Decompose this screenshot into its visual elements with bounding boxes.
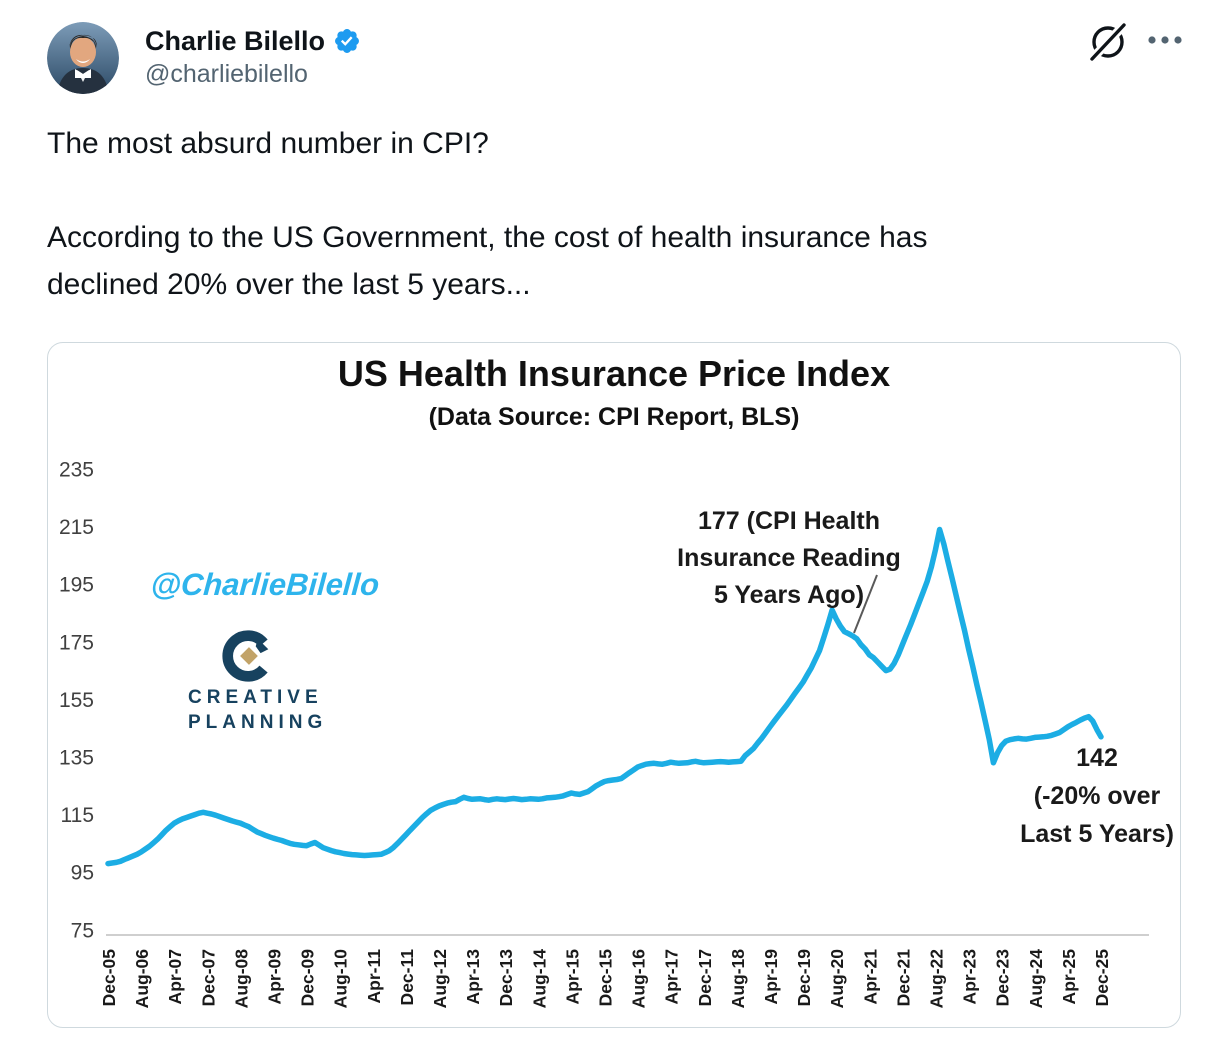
annotation-142-line-1: 142 xyxy=(1076,744,1118,772)
chart-title: US Health Insurance Price Index xyxy=(337,353,891,394)
annotation-177-line-3: 5 Years Ago) xyxy=(713,581,865,609)
x-tick-label: Aug-06 xyxy=(132,949,152,1009)
annotation-leader-line xyxy=(853,574,878,634)
avatar-image xyxy=(47,22,119,94)
watermark-charliebilello: @CharlieBilello xyxy=(149,567,381,602)
chart-subtitle: (Data Source: CPI Report, BLS) xyxy=(428,403,800,431)
creative-planning-mark-icon xyxy=(222,630,269,682)
tweet-text: The most absurd number in CPI? According… xyxy=(47,120,1157,308)
x-tick-label: Aug-08 xyxy=(231,949,251,1009)
x-axis-tick-labels: Dec-05 Aug-06 Apr-07 Dec-07 Aug-08 Apr-09 Dec-… xyxy=(99,949,1112,1009)
x-tick-label: Dec-25 xyxy=(1092,949,1112,1007)
x-tick-label: Aug-24 xyxy=(1026,949,1046,1009)
y-tick-label: 195 xyxy=(59,574,94,597)
annotation-177: 177 (CPI Health Insurance Reading 5 Year… xyxy=(649,503,929,614)
cpi-health-insurance-line xyxy=(105,526,1104,867)
x-tick-label: Dec-19 xyxy=(794,949,814,1007)
x-tick-label: Dec-11 xyxy=(397,949,417,1006)
handle[interactable]: @charliebilello xyxy=(145,60,308,88)
annotation-142-line-2: (-20% over xyxy=(1033,782,1161,810)
x-tick-label: Apr-17 xyxy=(662,949,682,1004)
tweet-line-1: The most absurd number in CPI? xyxy=(47,127,489,160)
x-tick-label: Aug-20 xyxy=(827,949,847,1009)
x-tick-label: Apr-25 xyxy=(1059,949,1079,1005)
y-tick-label: 115 xyxy=(61,804,94,827)
x-tick-label: Dec-15 xyxy=(596,949,616,1007)
y-axis-tick-labels: 235 215 195 175 155 135 115 95 75 xyxy=(59,459,94,943)
x-tick-label: Apr-15 xyxy=(562,949,582,1005)
y-tick-label: 95 xyxy=(71,862,94,885)
tweet-line-3: declined 20% over the last 5 years... xyxy=(47,268,531,301)
x-tick-label: Dec-21 xyxy=(893,949,913,1007)
avatar[interactable] xyxy=(47,22,119,94)
annotation-177-line-1: 177 (CPI Health xyxy=(697,507,880,535)
x-tick-label: Dec-23 xyxy=(993,949,1013,1007)
x-tick-label: Dec-09 xyxy=(298,949,318,1007)
creative-planning-text-2: PLANNING xyxy=(188,712,328,733)
x-tick-label: Aug-12 xyxy=(430,949,450,1009)
x-tick-label: Apr-23 xyxy=(960,949,980,1005)
x-tick-label: Dec-07 xyxy=(198,949,218,1006)
x-tick-label: Dec-17 xyxy=(695,949,715,1006)
y-tick-label: 175 xyxy=(59,631,94,654)
annotation-142: 142 (-20% over Last 5 Years) xyxy=(987,739,1180,853)
x-tick-label: Aug-14 xyxy=(529,949,549,1009)
x-tick-label: Aug-18 xyxy=(728,949,748,1009)
x-tick-label: Apr-09 xyxy=(265,949,285,1005)
tweet-line-2: According to the US Government, the cost… xyxy=(47,221,928,254)
display-name[interactable]: Charlie Bilello xyxy=(145,25,326,56)
y-tick-label: 235 xyxy=(59,459,94,482)
creative-planning-logo: CREATIVE PLANNING xyxy=(188,627,328,735)
line-chart: 235 215 195 175 155 135 115 95 75 Dec-05 Aug-06 Ap… xyxy=(59,459,1149,1009)
annotation-142-line-3: Last 5 Years) xyxy=(1020,820,1174,848)
x-tick-label: Apr-13 xyxy=(463,949,483,1005)
x-tick-label: Apr-07 xyxy=(165,949,185,1004)
x-tick-label: Apr-11 xyxy=(364,949,384,1004)
annotation-177-line-2: Insurance Reading xyxy=(677,544,901,572)
y-tick-label: 155 xyxy=(59,689,94,712)
more-options-icon[interactable] xyxy=(1142,24,1190,60)
tweet-line-blank xyxy=(47,167,1157,214)
verified-badge-icon xyxy=(335,29,360,53)
x-tick-label: Aug-16 xyxy=(629,949,649,1009)
grok-icon[interactable] xyxy=(1084,20,1130,66)
x-tick-label: Apr-19 xyxy=(761,949,781,1005)
y-tick-label: 75 xyxy=(71,919,94,942)
x-tick-label: Dec-13 xyxy=(496,949,516,1007)
x-tick-label: Dec-05 xyxy=(99,949,119,1007)
tweet-media-chart[interactable]: 235 215 195 175 155 135 115 95 75 Dec-05 Aug-06 Ap… xyxy=(47,342,1181,1028)
creative-planning-text-1: CREATIVE xyxy=(188,687,323,708)
y-tick-label: 135 xyxy=(59,747,94,770)
x-tick-label: Apr-21 xyxy=(860,949,880,1005)
x-tick-label: Aug-22 xyxy=(927,949,947,1009)
x-tick-label: Aug-10 xyxy=(331,949,351,1009)
y-tick-label: 215 xyxy=(59,516,94,539)
